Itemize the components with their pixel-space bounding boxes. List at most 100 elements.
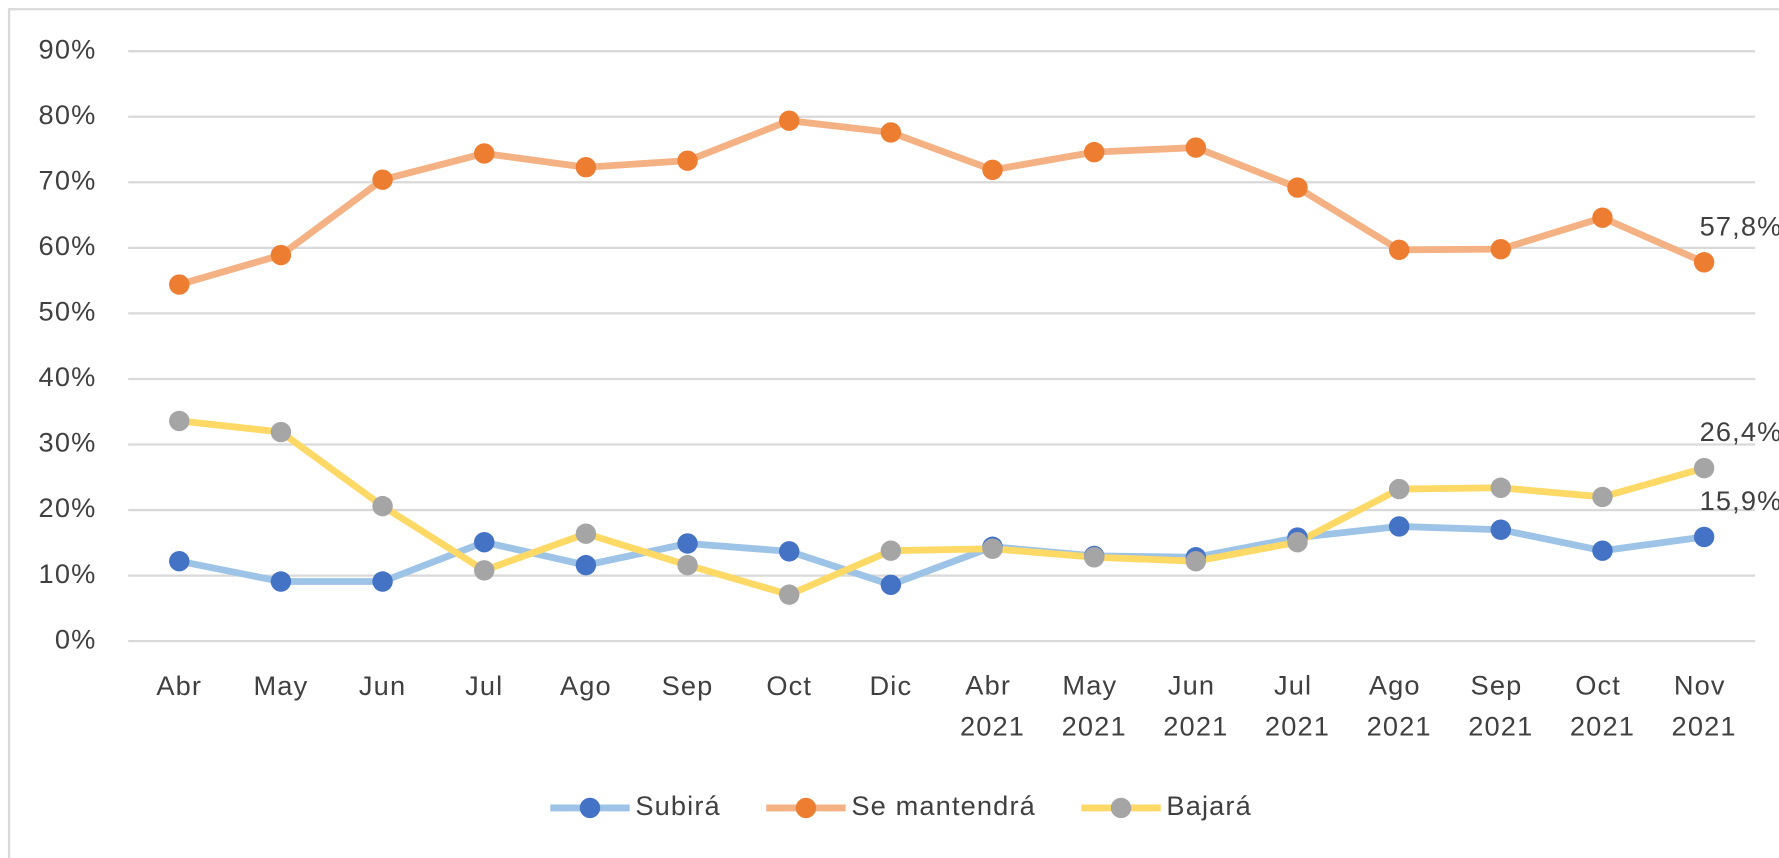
x-tick-label: Oct 2021 (1570, 670, 1635, 742)
x-tick-label-line: Abr (965, 670, 1019, 701)
data-point (677, 533, 698, 554)
x-tick-label-line: Ago (1369, 670, 1430, 701)
x-tick-label: Dic (870, 670, 913, 701)
data-point (1490, 238, 1512, 260)
data-point (1693, 457, 1715, 479)
data-point (1490, 519, 1512, 540)
x-tick-label: Jun (359, 670, 406, 701)
x-tick-label-line: Jul (1274, 670, 1321, 701)
data-point (372, 571, 393, 592)
x-tick-label: Abr 2021 (960, 670, 1025, 742)
x-tick-label-line: 2021 (1062, 711, 1127, 742)
x-tick-label: Nov 2021 (1672, 670, 1737, 742)
data-point (474, 531, 495, 553)
legend-marker (795, 797, 817, 819)
x-tick-label-line: Sep (1471, 670, 1532, 701)
data-point (1693, 252, 1715, 273)
x-tick-label-line: May (1062, 670, 1126, 701)
legend-label: Se mantendrá (851, 790, 1036, 821)
x-tick-label-line: 2021 (1367, 711, 1432, 742)
x-tick-label: May 2021 (1062, 670, 1127, 742)
data-point (1388, 516, 1410, 537)
data-point (1287, 531, 1308, 553)
data-point (778, 584, 800, 605)
y-tick-label: 10% (39, 558, 97, 589)
x-tick-label: May (254, 670, 309, 701)
x-tick-label: Jun 2021 (1163, 670, 1228, 742)
data-label: 15,9% (1700, 485, 1779, 516)
data-point (270, 421, 292, 443)
y-tick-label: 20% (39, 492, 97, 523)
data-point (575, 523, 597, 544)
data-point (169, 550, 190, 572)
x-tick-label: Oct (766, 670, 812, 701)
data-point (880, 574, 902, 595)
x-tick-label-line: Oct (1575, 670, 1629, 701)
data-point (169, 410, 190, 432)
data-label: 57,8% (1700, 210, 1779, 241)
y-tick-label: 90% (39, 33, 97, 64)
data-point (982, 538, 1003, 559)
data-point (778, 110, 800, 131)
x-tick-label-line: Jun (1168, 670, 1224, 701)
data-point (677, 150, 698, 171)
data-point (575, 157, 597, 178)
x-tick-label: Sep 2021 (1468, 670, 1533, 742)
data-label: 26,4% (1700, 416, 1779, 447)
data-point (575, 554, 597, 576)
data-point (1388, 239, 1410, 261)
y-tick-label: 50% (39, 296, 97, 327)
data-point (1083, 141, 1105, 163)
data-point (982, 159, 1003, 181)
data-point (880, 122, 902, 143)
data-point (270, 571, 292, 592)
data-point (1388, 478, 1410, 500)
data-point (1693, 526, 1715, 548)
x-tick-label-line: Nov (1674, 670, 1735, 701)
data-point (1083, 547, 1105, 568)
x-tick-label-line: 2021 (1672, 711, 1737, 742)
data-point (1185, 550, 1207, 572)
y-tick-label: 30% (39, 427, 97, 458)
series-line (178, 417, 1706, 599)
data-point (778, 541, 800, 562)
y-tick-label: 70% (39, 164, 97, 195)
x-tick-label: Jul 2021 (1265, 670, 1330, 742)
legend-marker (579, 797, 601, 819)
y-tick-label: 60% (39, 230, 97, 261)
data-point (677, 554, 698, 576)
y-tick-label: 0% (55, 623, 97, 654)
data-point (880, 540, 902, 561)
x-tick-label: Abr (156, 670, 202, 701)
x-tick-label: Jul (465, 670, 503, 701)
legend-marker (1110, 797, 1132, 819)
data-point (1287, 177, 1308, 198)
data-point (372, 495, 393, 517)
data-point (1490, 477, 1512, 498)
data-point (169, 274, 190, 295)
series-line (178, 117, 1706, 288)
legend-label: Subirá (635, 790, 721, 821)
series-line (178, 523, 1705, 589)
x-tick-label-line: 2021 (1265, 711, 1330, 742)
data-point (270, 244, 292, 266)
chart-frame (7, 8, 1779, 858)
data-point (1592, 207, 1613, 228)
y-tick-label: 80% (39, 99, 97, 130)
data-point (474, 143, 495, 164)
x-tick-label-line: 2021 (1570, 711, 1635, 742)
x-tick-label: Ago (560, 670, 612, 701)
data-point (1592, 540, 1613, 561)
data-point (372, 169, 393, 190)
legend-label: Bajará (1166, 790, 1251, 821)
x-tick-label-line: 2021 (960, 711, 1025, 742)
data-point (1592, 486, 1613, 508)
x-tick-label: Ago 2021 (1367, 670, 1432, 742)
x-tick-label-line: 2021 (1163, 711, 1228, 742)
data-point (474, 560, 495, 581)
x-tick-label: Sep (662, 670, 714, 701)
data-point (1185, 137, 1207, 158)
y-tick-label: 40% (39, 361, 97, 392)
x-tick-label-line: 2021 (1468, 711, 1533, 742)
